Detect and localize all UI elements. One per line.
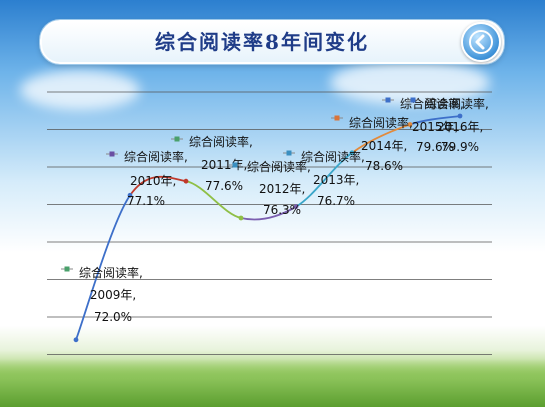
series-line-segment [295, 152, 353, 208]
legend-key-marker [64, 266, 70, 272]
data-label-series: 综合阅读率, [189, 134, 253, 149]
data-point [349, 150, 355, 156]
data-label-year: 2014年, [361, 139, 407, 153]
data-label-year: 2013年, [313, 173, 359, 187]
background-grass [0, 359, 545, 407]
data-label-series: 综合阅读率, [425, 96, 489, 111]
data-label-year: 2012年, [259, 182, 305, 196]
data-point [183, 178, 189, 184]
data-label-series: 综合阅读率, [349, 115, 413, 130]
data-point [127, 192, 133, 198]
cloud-decoration [330, 60, 490, 105]
cloud-decoration [20, 70, 140, 110]
data-label-year: 2009年, [90, 288, 136, 302]
title-banner [40, 20, 504, 64]
series-line-segment [409, 115, 461, 126]
series-line-segment [240, 205, 297, 221]
data-label-value: 78.6% [365, 159, 403, 173]
legend-key-marker [286, 150, 292, 156]
data-point [73, 337, 79, 343]
data-label-series: 综合阅读率, [124, 149, 188, 164]
data-point [457, 113, 463, 119]
back-button[interactable] [461, 22, 501, 62]
data-point [238, 215, 244, 221]
legend-key-marker [385, 97, 391, 103]
data-label-value: 76.3% [263, 203, 301, 217]
data-label-value: 72.0% [94, 310, 132, 324]
data-label-value: 76.7% [317, 194, 355, 208]
data-point [407, 122, 413, 127]
legend-key-marker [109, 151, 115, 157]
series-line-segment [129, 175, 187, 196]
data-label-value: 79.6% [416, 140, 454, 154]
data-label-year: 2010年, [130, 174, 176, 188]
data-label-value: 77.1% [127, 194, 165, 208]
data-label-year: 2015年, [412, 120, 458, 134]
data-label-year: 2016年, [437, 120, 483, 134]
data-label-series: 综合阅读率, [247, 159, 311, 174]
series-line-segment [351, 123, 411, 154]
data-point [293, 204, 299, 210]
legend-key-marker [334, 115, 340, 121]
data-label-year: 2011年, [201, 158, 247, 172]
data-label-value: 79.9% [441, 140, 479, 154]
data-label-series: 综合阅读率, [79, 265, 143, 280]
data-label-value: 77.6% [205, 179, 243, 193]
legend-key-marker [174, 136, 180, 142]
back-arrow-icon [469, 30, 493, 54]
legend-key-marker [410, 97, 416, 103]
legend-key-marker [232, 162, 238, 168]
series-line-segment [185, 180, 242, 219]
data-label-series: 综合阅读率, [301, 149, 365, 164]
page-title: 综合阅读率8年间变化 [155, 30, 369, 54]
series-line-segment [75, 194, 131, 341]
